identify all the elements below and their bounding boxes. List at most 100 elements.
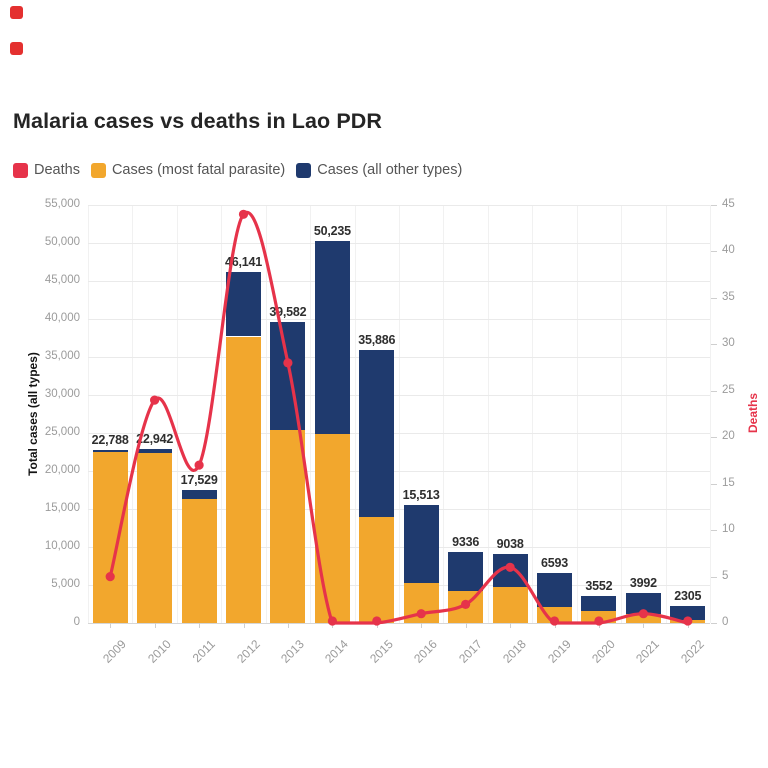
y-tick-mark-right [711, 623, 717, 624]
x-tick-label-2009: 2009 [100, 637, 130, 666]
x-tick-mark [554, 623, 556, 628]
bar-2011-most-fatal-parasite[interactable] [181, 498, 217, 623]
legend: Deaths Cases (most fatal parasite) Cases (… [13, 162, 462, 178]
bar-2011-all-other-types[interactable] [181, 489, 217, 499]
bar-2019-most-fatal-parasite[interactable] [537, 607, 572, 623]
bar-total-label-2022: 2305 [674, 588, 702, 603]
bar-2022-all-other-types[interactable] [670, 605, 706, 620]
bar-2017-all-other-types[interactable] [448, 552, 484, 591]
bar-2009-most-fatal-parasite[interactable] [92, 452, 128, 623]
x-tick-label-2011: 2011 [189, 637, 218, 666]
x-tick-mark [465, 623, 467, 628]
bar-2014-most-fatal-parasite[interactable] [314, 433, 350, 623]
bar-total-label-2015: 35,886 [358, 333, 396, 348]
x-tick-mark [243, 623, 245, 628]
legend-swatch-navy [296, 162, 312, 178]
y-tick-label-left: 35,000 [44, 350, 80, 362]
bar-2013-all-other-types[interactable] [270, 322, 306, 430]
vertical-gridline [487, 205, 489, 623]
bar-2021-most-fatal-parasite[interactable] [625, 613, 661, 623]
vertical-gridline [710, 205, 711, 623]
deaths-point-2012[interactable] [238, 209, 249, 219]
bar-total-label-2012: 46,141 [224, 255, 263, 270]
deaths-point-2011[interactable] [194, 460, 204, 470]
y-tick-label-left: 15,000 [44, 502, 80, 514]
bar-total-label-2016: 15,513 [402, 488, 440, 503]
x-tick-label-2015: 2015 [366, 637, 396, 666]
horizontal-gridline [88, 319, 710, 320]
x-tick-mark [687, 623, 689, 628]
y-tick-mark-right [711, 297, 717, 299]
y-tick-mark-right [711, 576, 717, 578]
x-tick-label-2012: 2012 [233, 637, 263, 666]
vertical-gridline [621, 205, 623, 623]
bar-2020-most-fatal-parasite[interactable] [581, 610, 617, 623]
y-tick-label-right: 15 [722, 476, 735, 489]
y-tick-label-left: 40,000 [44, 312, 80, 324]
y-tick-label-left: 20,000 [44, 464, 80, 476]
x-tick-mark [110, 623, 112, 628]
vertical-gridline [354, 205, 356, 623]
x-tick-label-2022: 2022 [677, 637, 707, 666]
vertical-gridline [443, 205, 445, 623]
y-tick-label-left: 55,000 [44, 198, 80, 210]
x-tick-label-2010: 2010 [144, 637, 174, 666]
vertical-gridline [665, 205, 667, 623]
x-tick-label-2017: 2017 [455, 637, 485, 666]
x-tick-mark [376, 623, 378, 628]
bar-2016-most-fatal-parasite[interactable] [403, 582, 439, 623]
bar-2012-most-fatal-parasite[interactable] [226, 336, 261, 623]
y-tick-mark-right [711, 530, 717, 532]
y-tick-label-right: 5 [722, 569, 729, 582]
vertical-gridline [399, 205, 400, 623]
bar-total-label-2019: 6593 [540, 555, 568, 570]
x-tick-label-2018: 2018 [500, 637, 529, 666]
x-tick-label-2013: 2013 [278, 637, 307, 666]
horizontal-gridline [88, 281, 710, 282]
x-tick-mark [199, 623, 201, 628]
y-tick-label-left: 45,000 [44, 274, 80, 286]
horizontal-gridline [88, 395, 710, 396]
y-tick-label-right: 10 [722, 523, 735, 536]
bar-total-label-2013: 39,582 [269, 305, 307, 320]
y-tick-label-right: 25 [722, 383, 735, 396]
bar-total-label-2011: 17,529 [180, 472, 218, 487]
legend-item-1: Cases (most fatal parasite) [90, 162, 285, 178]
bar-2020-all-other-types[interactable] [581, 596, 617, 611]
y-tick-mark-right [711, 483, 717, 485]
y-tick-label-left: 5,000 [51, 578, 80, 590]
bar-2010-all-other-types[interactable] [137, 448, 173, 453]
horizontal-gridline [88, 243, 710, 244]
bar-2015-most-fatal-parasite[interactable] [359, 516, 395, 623]
bar-2009-all-other-types[interactable] [92, 449, 128, 453]
vertical-gridline [176, 205, 178, 623]
bar-2018-most-fatal-parasite[interactable] [492, 587, 528, 623]
x-tick-mark [154, 623, 156, 628]
y-tick-mark-right [711, 344, 717, 346]
x-tick-label-2021: 2021 [633, 637, 663, 666]
y-tick-label-right: 30 [722, 337, 735, 350]
y-tick-label-right: 45 [722, 198, 735, 210]
y-tick-mark-right [711, 205, 717, 206]
legend-label: Deaths [34, 162, 80, 178]
x-tick-mark [643, 623, 645, 628]
y-tick-mark-right [711, 437, 717, 439]
y-tick-label-left: 0 [73, 616, 80, 628]
legend-swatch-red [13, 162, 28, 178]
horizontal-gridline [88, 357, 710, 358]
y-tick-label-left: 25,000 [44, 426, 80, 438]
y-tick-label-right: 40 [722, 244, 735, 257]
y-tick-label-right: 0 [722, 616, 729, 628]
deaths-point-2010[interactable] [150, 395, 160, 405]
bar-2017-most-fatal-parasite[interactable] [448, 591, 484, 623]
x-tick-mark [598, 623, 600, 628]
x-tick-mark [287, 623, 289, 628]
broken-image-icon [10, 42, 23, 55]
x-tick-mark [510, 623, 512, 628]
bar-2013-most-fatal-parasite[interactable] [270, 430, 306, 623]
x-tick-mark [332, 623, 334, 628]
bar-total-label-2018: 9038 [496, 537, 524, 552]
chart-title: Malaria cases vs deaths in Lao PDR [13, 109, 383, 133]
